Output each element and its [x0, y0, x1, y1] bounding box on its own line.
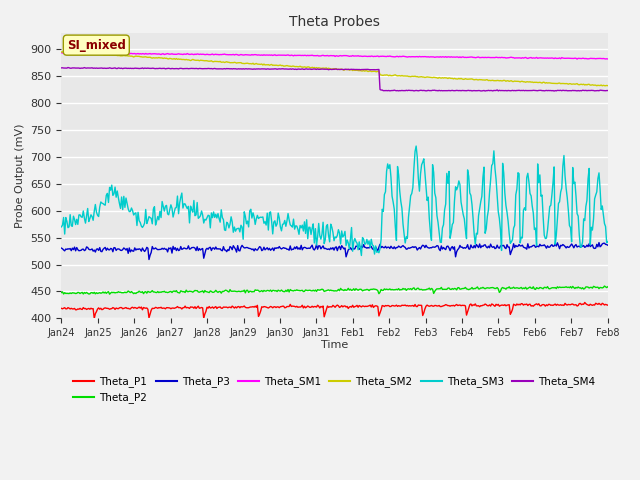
Title: Theta Probes: Theta Probes [289, 15, 380, 29]
Y-axis label: Probe Output (mV): Probe Output (mV) [15, 123, 25, 228]
X-axis label: Time: Time [321, 339, 348, 349]
Legend: Theta_P1, Theta_P2, Theta_P3, Theta_SM1, Theta_SM2, Theta_SM3, Theta_SM4: Theta_P1, Theta_P2, Theta_P3, Theta_SM1,… [69, 372, 600, 408]
Text: SI_mixed: SI_mixed [67, 39, 125, 52]
